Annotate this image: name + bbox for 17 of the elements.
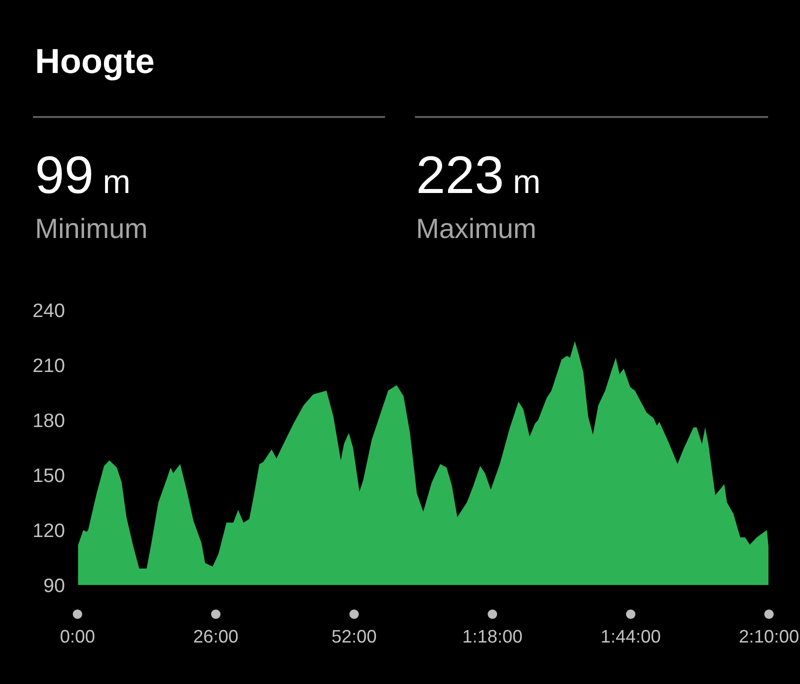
y-tick-label: 240 — [34, 303, 64, 318]
y-tick-label: 90 — [44, 578, 64, 592]
x-tick-label: 1:44:00 — [602, 630, 660, 643]
y-tick-label: 180 — [34, 413, 64, 428]
text: 223 m — [418, 156, 538, 194]
x-tick-label: 2:10:00 — [740, 630, 798, 643]
y-tick-label: 120 — [34, 523, 64, 538]
y-tick-label: 150 — [34, 468, 64, 482]
text: Minimum — [37, 218, 146, 238]
text: 99 m — [37, 156, 128, 194]
x-tick-label: 1:18:00 — [464, 630, 522, 643]
chart-title: Hoogte — [37, 49, 154, 80]
x-tick-label: 26:00 — [194, 630, 238, 643]
x-tick-label: 0:00 — [60, 630, 94, 643]
y-tick-label: 210 — [34, 358, 64, 372]
text: Maximum — [418, 218, 535, 238]
x-tick-label: 52:00 — [332, 630, 376, 643]
